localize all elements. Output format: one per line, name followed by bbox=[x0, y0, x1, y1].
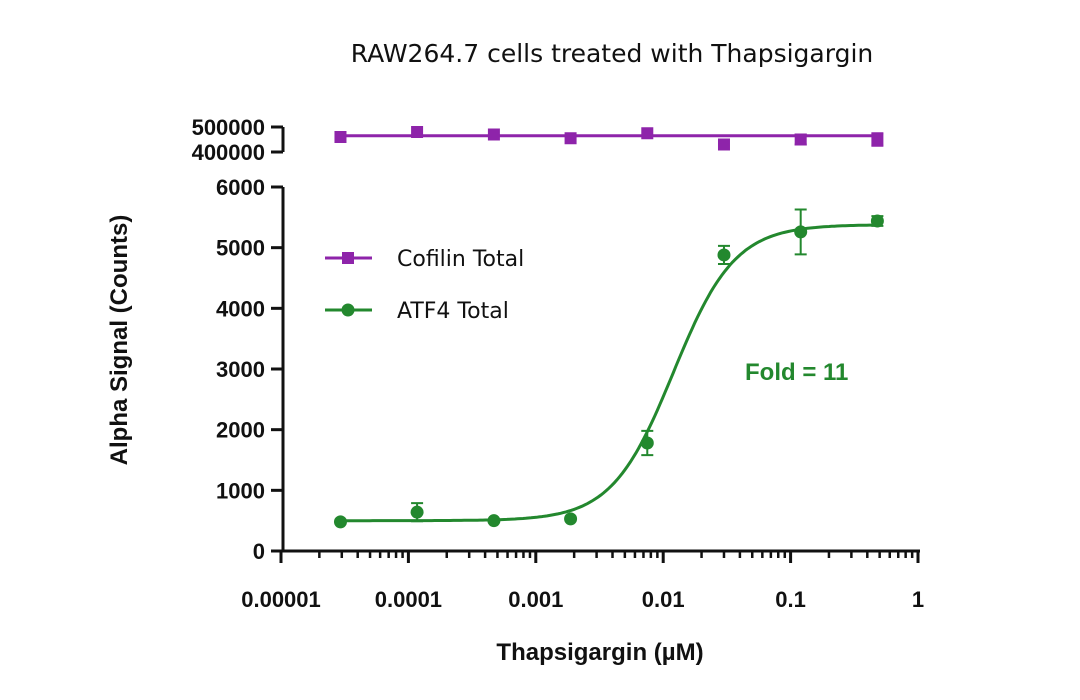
legend-marker bbox=[341, 303, 355, 317]
x-tick-label: 0.00001 bbox=[241, 587, 321, 612]
fold-annotation: Fold = 11 bbox=[745, 359, 848, 386]
y-tick-label: 4000 bbox=[216, 296, 265, 321]
data-point bbox=[333, 515, 347, 529]
data-point bbox=[641, 127, 654, 140]
data-point bbox=[487, 514, 501, 528]
data-point bbox=[334, 131, 347, 143]
data-point bbox=[564, 132, 577, 145]
chart-title: RAW264.7 cells treated with Thapsigargin bbox=[351, 39, 874, 68]
data-point bbox=[794, 225, 808, 239]
legend-marker bbox=[342, 252, 354, 264]
data-point bbox=[871, 133, 884, 146]
x-tick-label: 0.1 bbox=[775, 587, 806, 612]
data-point bbox=[640, 436, 654, 450]
data-point bbox=[717, 248, 731, 262]
legend-label: Cofilin Total bbox=[397, 247, 524, 272]
legend: Cofilin Total ATF4 Total bbox=[325, 247, 524, 324]
fit-curve-atf4 bbox=[340, 223, 878, 523]
x-tick-label: 0.01 bbox=[642, 587, 685, 612]
x-tick-label: 0.001 bbox=[508, 587, 563, 612]
data-point bbox=[410, 505, 424, 519]
y-tick-label: 5000 bbox=[216, 236, 265, 261]
data-point bbox=[717, 138, 730, 151]
data-point bbox=[870, 214, 884, 228]
data-point bbox=[487, 128, 500, 141]
x-tick-label: 0.0001 bbox=[375, 587, 442, 612]
x-tick-label: 1 bbox=[912, 587, 924, 612]
data-point bbox=[411, 126, 424, 138]
x-axis-label: Thapsigargin (µM) bbox=[496, 639, 703, 666]
y-tick-label: 500000 bbox=[192, 115, 265, 140]
y-tick-label: 6000 bbox=[216, 175, 265, 200]
y-tick-label: 2000 bbox=[216, 418, 265, 443]
data-point bbox=[564, 512, 578, 526]
y-tick-label: 1000 bbox=[216, 478, 265, 503]
y-tick-label: 400000 bbox=[192, 140, 265, 165]
y-axis-label: Alpha Signal (Counts) bbox=[106, 215, 133, 466]
y-tick-label: 0 bbox=[253, 539, 265, 564]
data-point bbox=[794, 133, 807, 146]
y-tick-label: 3000 bbox=[216, 357, 265, 382]
legend-label: ATF4 Total bbox=[397, 299, 509, 324]
